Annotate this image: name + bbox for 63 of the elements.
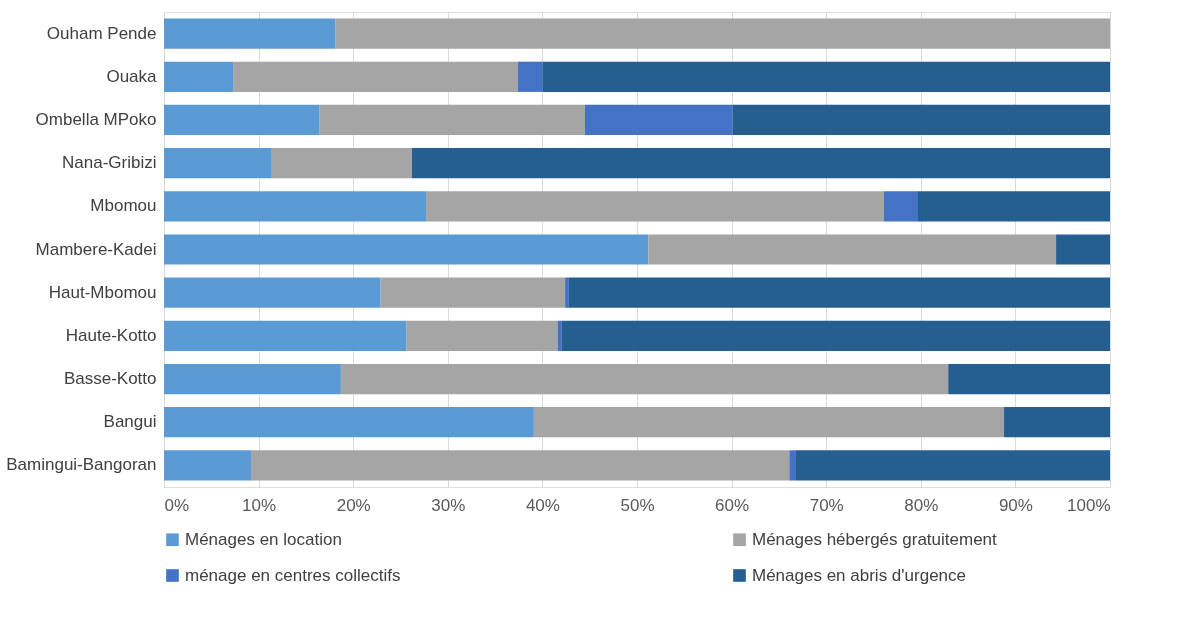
legend-label: Ménages en abris d'urgence [752,565,966,585]
bar [164,104,320,136]
x-tick-label: 70% [809,495,844,515]
y-tick-label: Mbomou [90,196,157,216]
legend-label: Ménages hébergés gratuitement [752,529,998,549]
legend-label: ménage en centres collectifs [185,565,401,585]
bar [164,363,341,395]
bar [883,191,918,222]
bar [789,450,796,481]
bar [542,61,1110,92]
bar [411,148,1110,179]
bar [233,61,518,92]
y-tick-label: Haut-Mbomou [48,282,157,302]
x-tick-label: 0% [164,495,190,515]
bar [917,191,1110,222]
bar [340,363,949,395]
bar [164,61,234,92]
bar [948,363,1110,395]
bar [164,191,427,222]
bar [648,234,1057,265]
x-tick-label: 10% [242,495,277,515]
bar [533,407,1005,438]
bar [584,104,733,136]
y-tick-label: Bamingui-Bangoran [6,455,157,475]
bar [732,104,1110,136]
bar [164,320,407,351]
bar [164,234,649,265]
bar [517,61,543,92]
bar [335,18,1110,49]
x-tick-label: 30% [431,495,466,515]
x-tick-label: 100% [1067,495,1111,515]
y-tick-label: Ouaka [106,66,158,86]
bar [380,277,566,308]
bar [1056,234,1110,265]
y-tick-label: Basse-Kotto [63,369,157,389]
y-tick-label: Haute-Kotto [65,325,157,345]
x-tick-label: 20% [336,495,371,515]
x-tick-label: 60% [715,495,750,515]
y-tick-label: Nana-Gribizi [62,153,157,173]
legend-label: Ménages en location [185,529,342,549]
y-tick-label: Bangui [103,412,157,432]
bar [426,191,884,222]
bar [271,148,412,179]
x-tick-label: 50% [620,495,655,515]
bar [565,277,569,308]
bar [164,407,534,438]
bar [568,277,1110,308]
y-tick-label: Ouham Pende [46,23,157,43]
x-tick-label: 80% [904,495,939,515]
bar [1004,407,1110,438]
bar [164,450,252,481]
bar [319,104,585,136]
bar [164,277,381,308]
x-tick-label: 90% [998,495,1033,515]
y-tick-label: Mambere-Kadei [35,239,157,259]
y-tick-label: Ombella MPoko [35,109,157,129]
x-tick-label: 40% [525,495,560,515]
bar [164,18,336,49]
bar [406,320,558,351]
bar [164,148,272,179]
bar [795,450,1110,481]
bar [561,320,1110,351]
bar [251,450,790,481]
